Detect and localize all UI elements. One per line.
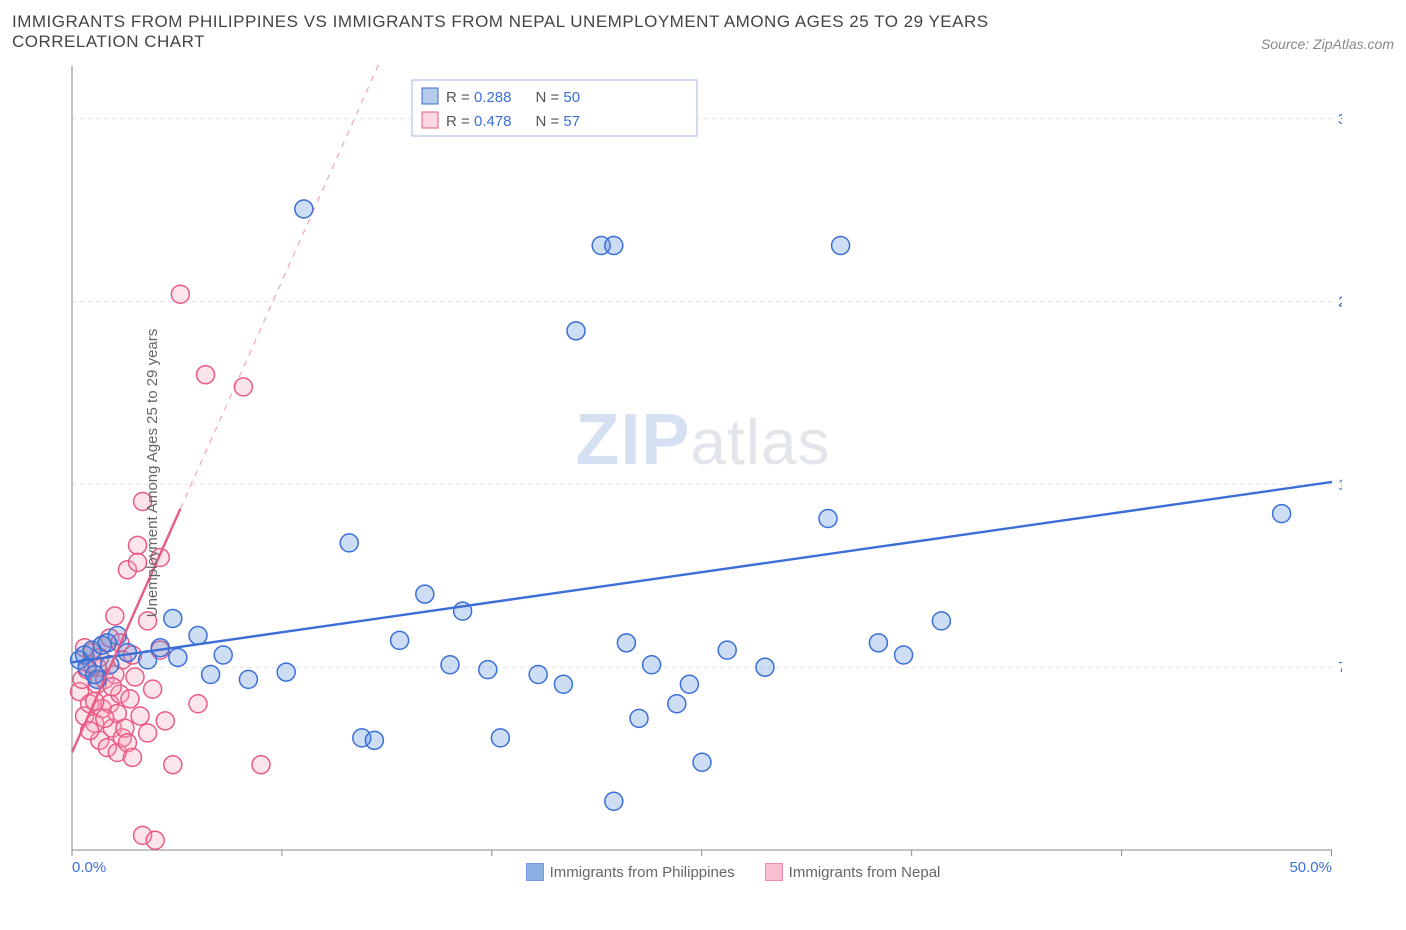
svg-text:15.0%: 15.0%	[1338, 476, 1342, 493]
y-axis-label: Unemployment Among Ages 25 to 29 years	[144, 328, 161, 617]
legend-swatch-nepal	[765, 863, 783, 881]
svg-text:50.0%: 50.0%	[1289, 859, 1332, 876]
source-label: Source: ZipAtlas.com	[1261, 36, 1394, 52]
svg-text:0.0%: 0.0%	[72, 859, 106, 876]
svg-text:30.0%: 30.0%	[1338, 111, 1342, 128]
svg-text:22.5%: 22.5%	[1338, 294, 1342, 311]
chart-title: IMMIGRANTS FROM PHILIPPINES VS IMMIGRANT…	[12, 12, 1112, 52]
scatter-chart: 7.5%15.0%22.5%30.0%0.0%50.0%R = 0.288N =…	[12, 60, 1342, 880]
svg-text:7.5%: 7.5%	[1338, 659, 1342, 676]
legend-swatch-philippines	[526, 863, 544, 881]
chart-container: Unemployment Among Ages 25 to 29 years Z…	[12, 60, 1394, 885]
